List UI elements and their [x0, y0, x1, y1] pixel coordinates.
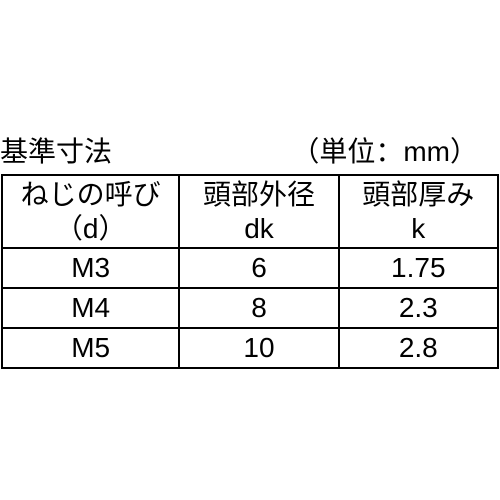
cell-thickness: 2.3: [339, 288, 498, 328]
column-header-thread: ねじの呼び （d）: [2, 175, 179, 248]
cell-thread: M4: [2, 288, 179, 328]
column-header-label: 頭部厚み: [344, 178, 493, 212]
cell-diameter: 6: [179, 248, 338, 288]
table-header-row: ねじの呼び （d） 頭部外径 dk 頭部厚み k: [2, 175, 498, 248]
cell-thickness: 1.75: [339, 248, 498, 288]
column-header-label: ねじの呼び: [7, 178, 174, 212]
table-unit: （単位：mm）: [291, 130, 478, 170]
table-row: M5 10 2.8: [2, 328, 498, 368]
dimension-table: ねじの呼び （d） 頭部外径 dk 頭部厚み k M3 6 1.75: [1, 174, 499, 369]
dimension-table-container: 基準寸法 （単位：mm） ねじの呼び （d） 頭部外径 dk 頭部厚み k: [0, 130, 500, 369]
cell-thread: M3: [2, 248, 179, 288]
column-header-symbol: k: [344, 212, 493, 246]
table-row: M3 6 1.75: [2, 248, 498, 288]
table-caption-row: 基準寸法 （単位：mm）: [0, 130, 500, 174]
table-row: M4 8 2.3: [2, 288, 498, 328]
column-header-label: 頭部外径: [184, 178, 333, 212]
cell-thread: M5: [2, 328, 179, 368]
cell-diameter: 10: [179, 328, 338, 368]
table-title: 基準寸法: [0, 130, 112, 170]
cell-thickness: 2.8: [339, 328, 498, 368]
column-header-diameter: 頭部外径 dk: [179, 175, 338, 248]
column-header-thickness: 頭部厚み k: [339, 175, 498, 248]
column-header-symbol: dk: [184, 212, 333, 246]
column-header-symbol: （d）: [7, 212, 174, 246]
cell-diameter: 8: [179, 288, 338, 328]
